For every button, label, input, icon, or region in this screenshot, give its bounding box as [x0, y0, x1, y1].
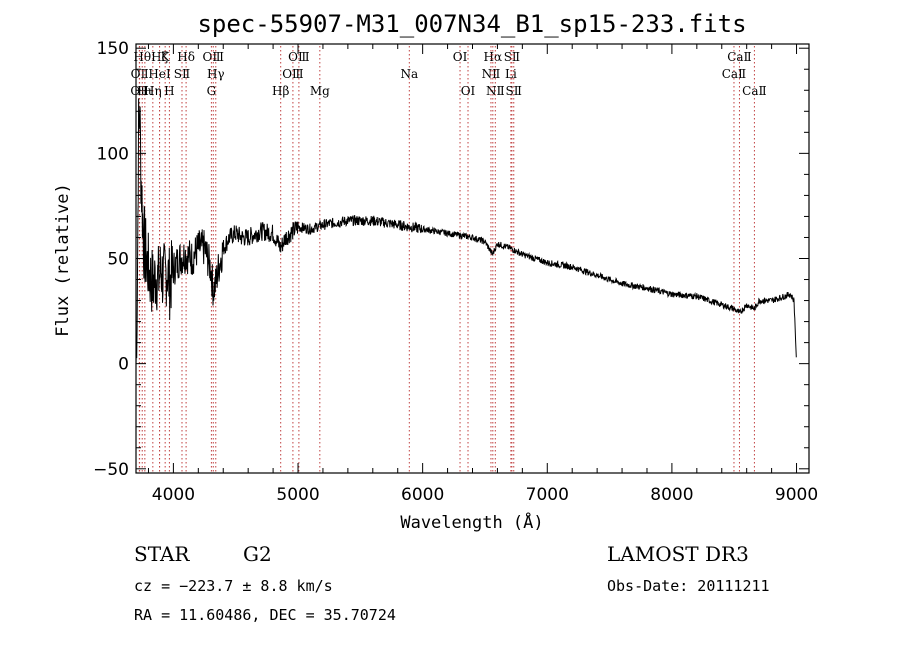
x-axis-label: Wavelength (Å): [400, 511, 543, 533]
line-marker-label: Hγ: [207, 67, 225, 81]
x-tick-label: 8000: [650, 485, 693, 505]
line-marker-label: OⅢ: [282, 67, 303, 81]
line-marker-label: G: [207, 84, 217, 98]
plot-frame: [135, 43, 810, 474]
line-marker-label: Li: [505, 67, 517, 81]
object-subclass: G2: [243, 542, 272, 566]
line-marker-label: OⅡ: [131, 67, 149, 81]
coordinates: RA = 11.60486, DEC = 35.70724: [134, 606, 396, 624]
y-tick-label: 0: [118, 355, 129, 375]
x-tick-label: 7000: [526, 485, 569, 505]
line-marker-label: OⅢ: [288, 50, 309, 64]
y-axis-label: Flux (relative): [53, 183, 73, 337]
spectrum-line: [135, 98, 797, 365]
line-marker-label: Hη: [144, 84, 162, 98]
line-marker-label: Hζ: [151, 50, 168, 64]
line-marker-label: SⅡ: [506, 84, 522, 98]
line-marker-label: H: [164, 84, 174, 98]
x-tick-label: 6000: [401, 485, 444, 505]
line-marker-label: K: [161, 50, 171, 64]
survey-name: LAMOST DR3: [607, 542, 749, 566]
line-marker-label: Hβ: [272, 84, 289, 98]
line-marker-label: Hδ: [177, 50, 195, 64]
line-marker-label: SⅡ: [504, 50, 520, 64]
y-tick-label: 150: [97, 39, 129, 59]
line-marker-label: HeI: [148, 67, 171, 81]
y-tick-label: −50: [93, 460, 129, 480]
line-marker-label: CaⅡ: [742, 84, 767, 98]
line-marker-label: OⅠ: [461, 84, 476, 98]
line-marker-label: OⅠ: [453, 50, 468, 64]
x-tick-label: 4000: [152, 485, 195, 505]
line-marker-label: Na: [400, 67, 418, 81]
object-class: STAR: [134, 542, 190, 566]
line-marker-label: NⅡ: [486, 84, 505, 98]
redshift-cz: cz = −223.7 ± 8.8 km/s: [134, 577, 333, 595]
x-tick-label: 9000: [775, 485, 818, 505]
line-marker-label: Mg: [310, 84, 330, 98]
x-tick-label: 5000: [276, 485, 319, 505]
line-marker-label: Hθ: [133, 50, 151, 64]
line-marker-label: Hι: [137, 84, 152, 98]
y-tick-label: 50: [107, 250, 129, 270]
line-marker-label: NⅡ: [482, 67, 501, 81]
obs-date: Obs-Date: 20111211: [607, 577, 770, 595]
y-tick-label: 100: [97, 144, 129, 164]
line-marker-label: SⅡ: [174, 67, 190, 81]
line-marker-label: CaⅡ: [722, 67, 747, 81]
axis-ticks: 4000 5000 6000 7000 8000 9000 −50 0 50 100 150: [93, 39, 818, 505]
line-marker-label: CaⅡ: [727, 50, 752, 64]
chart-title: spec-55907-M31_007N34_B1_sp15-233.fits: [197, 10, 746, 38]
line-marker-label: OⅢ: [203, 50, 224, 64]
line-marker-label: Hα: [484, 50, 503, 64]
